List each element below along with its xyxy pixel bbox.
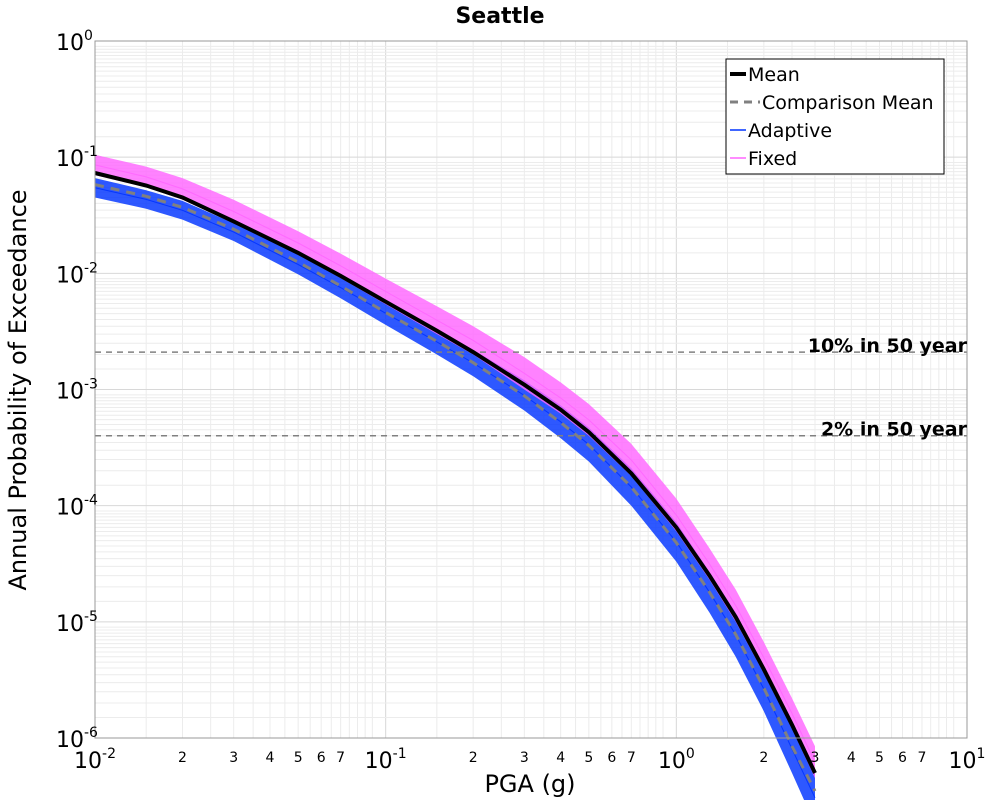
y-tick-label: 10-4 <box>56 493 98 521</box>
x-minor-tick-label: 4 <box>556 750 565 766</box>
chart-title: Seattle <box>455 4 544 29</box>
legend-label-comparison-mean: Comparison Mean <box>762 92 934 114</box>
y-axis-label: Annual Probability of Exceedance <box>4 189 32 590</box>
band-fixed <box>95 154 815 779</box>
y-tick-label: 100 <box>56 28 93 56</box>
x-minor-tick-label: 5 <box>584 750 593 766</box>
x-minor-tick-label: 2 <box>469 750 478 766</box>
x-minor-tick-label: 7 <box>918 750 927 766</box>
y-tick-label: 10-6 <box>56 725 98 753</box>
x-minor-tick-label: 4 <box>847 750 856 766</box>
x-tick-label: 10-1 <box>365 746 407 774</box>
x-minor-tick-label: 2 <box>178 750 187 766</box>
x-minor-tick-label: 5 <box>875 750 884 766</box>
legend-box <box>725 58 945 175</box>
band-adaptive <box>95 178 815 800</box>
y-tick-label: 10-5 <box>56 609 98 637</box>
y-axis-ticks: 100 10-1 10-2 10-3 10-4 10-5 10-6 <box>56 28 98 753</box>
x-minor-tick-label: 6 <box>607 750 616 766</box>
y-tick-label: 10-2 <box>56 260 98 288</box>
x-axis-label: PGA (g) <box>484 770 575 798</box>
band-center-fixed <box>94 164 816 763</box>
x-minor-tick-label: 4 <box>266 750 275 766</box>
x-minor-tick-label: 3 <box>520 750 529 766</box>
legend: Mean Comparison Mean Adaptive Fixed <box>725 58 945 175</box>
x-minor-tick-label: 3 <box>811 750 820 766</box>
legend-label-adaptive: Adaptive <box>748 120 832 142</box>
series-line-mean <box>94 171 817 774</box>
band-center-adaptive <box>94 187 816 799</box>
x-minor-tick-label: 6 <box>898 750 907 766</box>
x-minor-tick-label: 6 <box>317 750 326 766</box>
reference-lines <box>95 351 967 437</box>
series-line-comparison-mean <box>94 183 817 792</box>
reference-labels: 10% in 50 year 2% in 50 year <box>808 335 968 441</box>
x-tick-label: 100 <box>658 746 695 774</box>
x-minor-tick-label: 7 <box>627 750 636 766</box>
y-tick-label: 10-1 <box>56 144 98 172</box>
y-tick-label: 10-3 <box>56 377 98 405</box>
x-tick-label: 101 <box>949 746 986 774</box>
legend-label-mean: Mean <box>748 64 800 86</box>
legend-label-fixed: Fixed <box>748 148 797 170</box>
x-minor-tick-label: 5 <box>294 750 303 766</box>
x-minor-tick-label: 3 <box>229 750 238 766</box>
series-lines <box>94 171 817 792</box>
x-minor-tick-label: 7 <box>336 750 345 766</box>
plot-frame <box>94 40 968 739</box>
reference-line-label: 10% in 50 year <box>808 335 968 357</box>
x-minor-tick-label: 2 <box>759 750 768 766</box>
reference-line-label: 2% in 50 year <box>821 419 968 441</box>
